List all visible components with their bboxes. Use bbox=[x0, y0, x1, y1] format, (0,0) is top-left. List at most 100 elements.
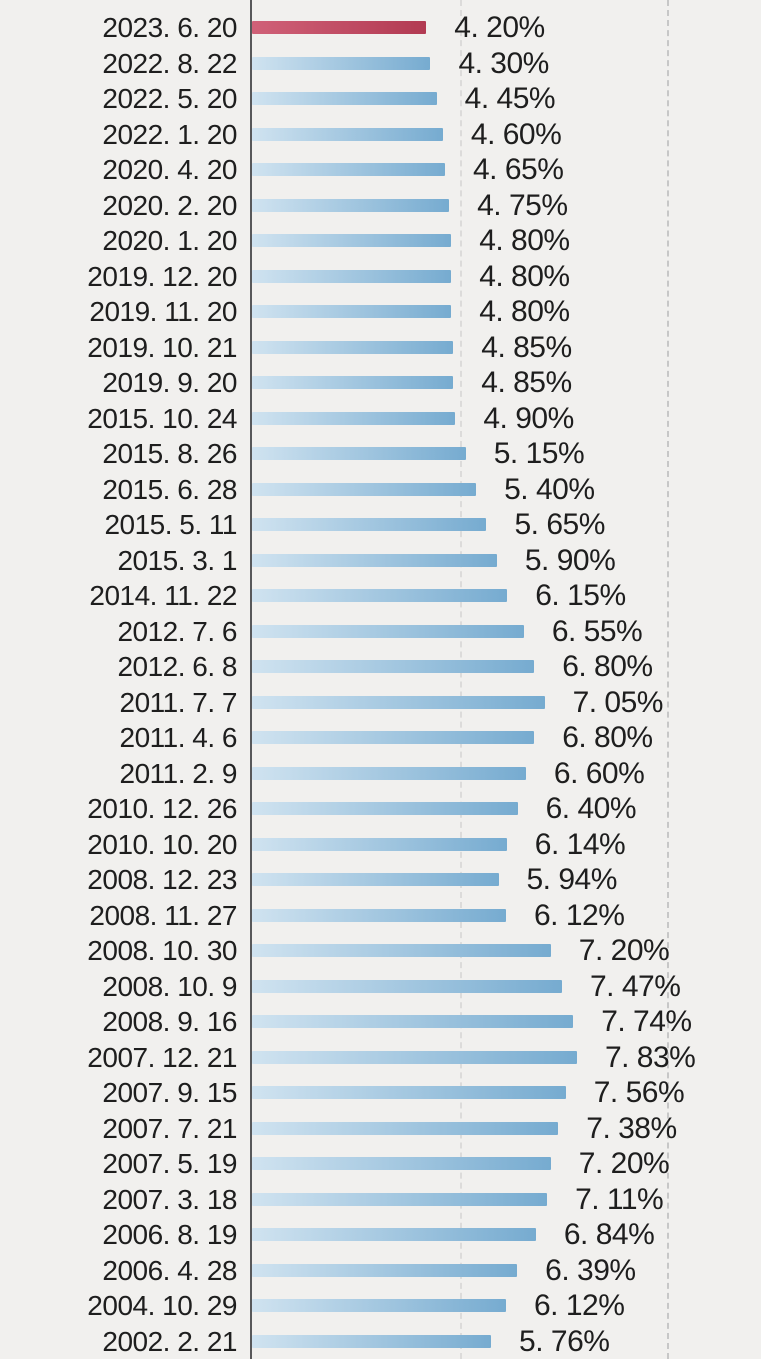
chart-row: 2010. 10. 20 6. 14% bbox=[0, 827, 761, 863]
chart-row: 2020. 2. 20 4. 75% bbox=[0, 188, 761, 224]
chart-row: 2015. 10. 24 4. 90% bbox=[0, 401, 761, 437]
date-label: 2015. 5. 11 bbox=[104, 509, 237, 540]
date-label: 2019. 11. 20 bbox=[89, 296, 237, 327]
date-label: 2015. 10. 24 bbox=[87, 402, 237, 434]
value-label: 7. 56% bbox=[593, 1076, 685, 1109]
value-label: 4. 30% bbox=[458, 46, 549, 80]
value-label: 4. 60% bbox=[470, 117, 562, 151]
bar bbox=[252, 1263, 518, 1277]
value-label: 6. 40% bbox=[545, 792, 637, 825]
chart-row: 2008. 10. 30 7. 20% bbox=[0, 933, 761, 969]
value-label: 4. 80% bbox=[479, 259, 570, 293]
date-label: 2019. 12. 20 bbox=[87, 260, 237, 292]
bar bbox=[252, 695, 545, 709]
date-label: 2012. 6. 8 bbox=[117, 651, 237, 682]
date-label: 2004. 10. 29 bbox=[87, 1290, 237, 1321]
value-label: 6. 12% bbox=[533, 1289, 625, 1322]
date-label: 2011. 7. 7 bbox=[119, 686, 238, 718]
chart-row: 2008. 11. 27 6. 12% bbox=[0, 898, 761, 934]
chart-row: 2012. 7. 6 6. 55% bbox=[0, 614, 761, 650]
chart-row: 2007. 7. 21 7. 38% bbox=[0, 1111, 761, 1147]
bar bbox=[252, 518, 487, 531]
date-label: 2007. 9. 15 bbox=[102, 1077, 237, 1108]
value-label: 6. 80% bbox=[562, 721, 653, 754]
chart-row: 2019. 12. 20 4. 80% bbox=[0, 259, 761, 295]
bar bbox=[252, 624, 524, 638]
bar bbox=[252, 802, 518, 815]
value-label: 4. 65% bbox=[472, 153, 564, 186]
bar bbox=[252, 482, 477, 496]
chart-row: 2022. 1. 20 4. 60% bbox=[0, 117, 761, 153]
chart-row: 2011. 4. 6 6. 80% bbox=[0, 720, 761, 756]
chart-row: 2019. 9. 20 4. 85% bbox=[0, 365, 761, 401]
value-label: 5. 65% bbox=[514, 508, 605, 541]
value-label: 5. 94% bbox=[526, 863, 618, 896]
bar bbox=[252, 1299, 506, 1312]
date-label: 2015. 8. 26 bbox=[102, 438, 237, 469]
value-label: 6. 14% bbox=[534, 827, 626, 861]
bar bbox=[252, 1121, 559, 1135]
chart-row: 2007. 9. 15 7. 56% bbox=[0, 1075, 761, 1111]
value-label: 5. 15% bbox=[493, 437, 585, 470]
date-label: 2010. 12. 26 bbox=[87, 793, 237, 824]
value-label: 4. 75% bbox=[477, 188, 568, 222]
chart-row: 2006. 4. 28 6. 39% bbox=[0, 1253, 761, 1289]
value-label: 7. 47% bbox=[590, 969, 681, 1003]
gridline-10pct bbox=[667, 0, 669, 1359]
date-label: 2008. 11. 27 bbox=[89, 899, 237, 931]
date-label: 2020. 1. 20 bbox=[102, 225, 237, 256]
chart-row: 2010. 12. 26 6. 40% bbox=[0, 791, 761, 827]
chart-row: 2022. 5. 20 4. 45% bbox=[0, 81, 761, 117]
date-label: 2022. 8. 22 bbox=[102, 47, 237, 79]
bar bbox=[252, 305, 452, 318]
chart-row: 2008. 9. 16 7. 74% bbox=[0, 1004, 761, 1040]
date-label: 2014. 11. 22 bbox=[89, 580, 237, 611]
bar bbox=[252, 1086, 566, 1099]
bar bbox=[252, 979, 562, 993]
bar bbox=[252, 1015, 574, 1028]
bar bbox=[252, 376, 454, 389]
bar bbox=[252, 92, 437, 105]
date-label: 2007. 5. 19 bbox=[102, 1148, 237, 1179]
value-label: 5. 90% bbox=[524, 543, 616, 577]
chart-row: 2019. 10. 21 4. 85% bbox=[0, 330, 761, 366]
date-label: 2022. 5. 20 bbox=[102, 83, 237, 114]
date-label: 2007. 3. 18 bbox=[102, 1183, 237, 1215]
bar bbox=[252, 1228, 536, 1241]
chart-row: 2008. 12. 23 5. 94% bbox=[0, 862, 761, 898]
value-label: 4. 85% bbox=[481, 366, 572, 399]
date-label: 2008. 12. 23 bbox=[87, 864, 237, 895]
bar bbox=[252, 411, 456, 425]
value-label: 7. 05% bbox=[572, 685, 664, 719]
date-label: 2019. 9. 20 bbox=[102, 367, 237, 398]
bar bbox=[252, 660, 535, 673]
date-label: 2006. 8. 19 bbox=[102, 1219, 237, 1250]
bar bbox=[252, 766, 526, 780]
chart-row: 2004. 10. 29 6. 12% bbox=[0, 1288, 761, 1324]
bar bbox=[252, 1050, 577, 1064]
chart-row: 2020. 1. 20 4. 80% bbox=[0, 223, 761, 259]
bar bbox=[252, 163, 445, 176]
chart-row: 2019. 11. 20 4. 80% bbox=[0, 294, 761, 330]
bar bbox=[252, 553, 497, 567]
date-label: 2023. 6. 20 bbox=[102, 12, 237, 43]
bar bbox=[252, 198, 450, 212]
date-label: 2020. 4. 20 bbox=[102, 154, 237, 185]
bar bbox=[252, 234, 452, 247]
value-label: 6. 84% bbox=[563, 1218, 655, 1251]
value-label: 4. 20% bbox=[454, 11, 545, 44]
value-label: 7. 11% bbox=[575, 1182, 664, 1216]
date-label: 2019. 10. 21 bbox=[87, 331, 237, 363]
value-label: 4. 90% bbox=[483, 401, 574, 435]
value-label: 4. 80% bbox=[479, 224, 570, 257]
value-label: 6. 60% bbox=[553, 756, 645, 790]
bar bbox=[252, 340, 454, 354]
value-label: 4. 85% bbox=[481, 330, 572, 364]
value-label: 6. 39% bbox=[545, 1253, 636, 1287]
value-label: 4. 45% bbox=[464, 82, 556, 115]
bar bbox=[252, 1157, 551, 1170]
value-label: 7. 20% bbox=[578, 934, 670, 967]
chart-row: 2012. 6. 8 6. 80% bbox=[0, 649, 761, 685]
chart-row: 2011. 2. 9 6. 60% bbox=[0, 756, 761, 792]
